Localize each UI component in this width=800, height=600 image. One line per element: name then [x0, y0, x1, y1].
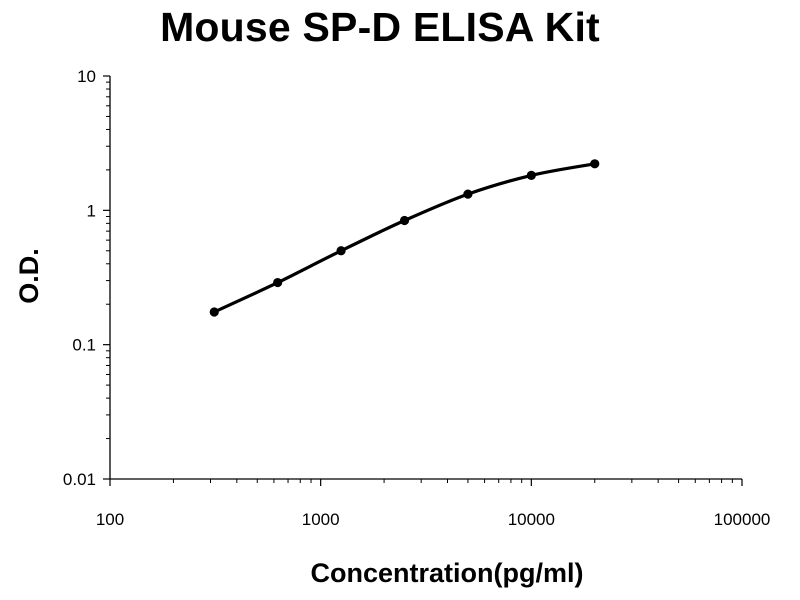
x-tick-label: 10000	[508, 510, 555, 529]
y-tick-label: 1	[87, 201, 96, 220]
data-point	[463, 189, 473, 199]
data-point	[209, 307, 219, 317]
data-point	[399, 215, 410, 226]
x-axis-title: Concentration(pg/ml)	[311, 558, 584, 588]
y-axis-title: O.D.	[14, 248, 44, 304]
data-point	[273, 277, 283, 288]
y-tick-labels: 0.01 0.1 1 10	[63, 67, 96, 489]
series-line	[212, 162, 597, 314]
y-tick-label: 0.01	[63, 470, 96, 489]
x-tick-label: 1000	[302, 510, 340, 529]
data-point	[526, 170, 536, 180]
x-tick-label: 100	[96, 510, 124, 529]
x-tick-label: 100000	[714, 510, 771, 529]
data-point	[336, 246, 346, 256]
y-tick-label: 10	[77, 67, 96, 86]
series	[209, 159, 600, 317]
tick-marks	[103, 75, 743, 486]
x-tick-labels: 100 1000 10000 100000	[96, 510, 771, 529]
axes	[109, 76, 742, 480]
data-point	[590, 159, 600, 169]
chart-title: Mouse SP-D ELISA Kit	[160, 4, 600, 50]
y-tick-label: 0.1	[72, 336, 96, 355]
